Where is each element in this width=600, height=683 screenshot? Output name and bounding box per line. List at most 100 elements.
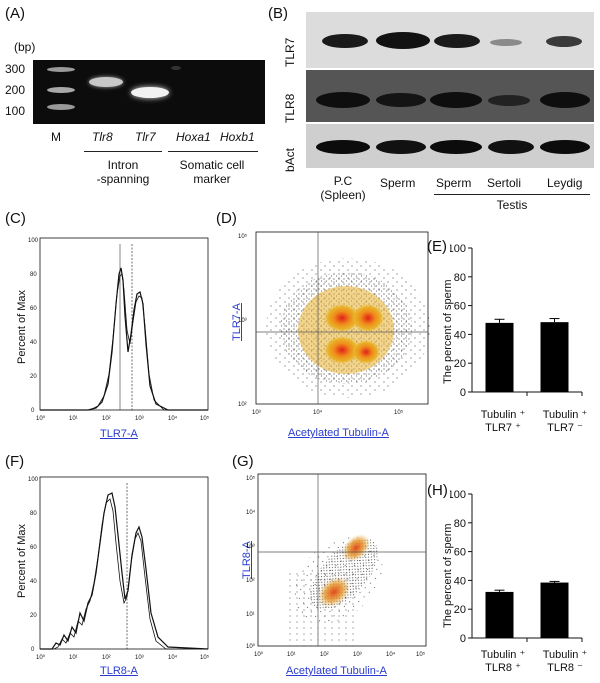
hist-c-chart: 0 20 40 60 80 100 10⁰ 10¹ 10² 10³ 10⁴ 10… [28,237,210,422]
panel-label-e: (E) [427,238,447,255]
blot-band [490,39,522,46]
xtick: 10⁵ [200,415,210,422]
blot-lane-pc: P.C (Spleen) [320,174,366,202]
hist-c-ylabel: Percent of Max [16,290,28,364]
panel-label-h: (H) [427,482,448,499]
blot-band [434,34,480,48]
ytick-label: 40 [454,329,466,341]
ytick-label: 100 [450,489,466,501]
blot-band [316,140,370,154]
xtick: 10⁴ [168,654,178,661]
blot-band [376,140,426,154]
bp-tick-200: 200 [5,83,26,97]
xtick: 10³ [252,410,261,416]
bp-tick-300: 300 [5,62,26,76]
testis-group-label: Testis [496,198,528,212]
hist-f-xlabel: TLR8-A [100,665,138,677]
tlr8-histogram-trace [40,498,208,650]
ytick: 20 [30,613,37,619]
blot-tlr7 [306,12,594,68]
hist-c-xlabel: TLR7-A [100,428,138,440]
blot-tlr8 [306,70,594,122]
testis-group-line [434,194,590,195]
density-hotspot [324,336,360,364]
blot-band [488,140,534,154]
dot-g-xlabel: Acetylated Tubulin-A [286,665,387,677]
blot-band [546,36,582,47]
ytick: 40 [30,579,37,585]
ladder-band [47,67,75,72]
lane-label-tlr8: Tlr8 [92,130,113,144]
ytick: 10³ [246,544,255,550]
ytick-label: 20 [454,604,466,616]
ytick: 100 [28,238,39,244]
dot-d-xticks: 10³ 10⁴ 10⁵ [252,409,404,416]
ytick: 10⁵ [238,233,248,240]
blot-bact [306,124,594,168]
ytick-label: 0 [460,387,466,399]
bar [485,591,514,638]
blot-row-label-bact: bAct [283,147,297,172]
tlr8-band [89,77,123,87]
dot-d-chart: 10⁵ 10³ 10² 10³ 10⁴ 10⁵ [238,231,430,416]
ytick: 10¹ [246,612,255,618]
xtick: 10³ [135,655,144,661]
bar-e-chart: 0 20 40 60 80 100 [450,243,583,399]
xtick: 10² [320,652,329,658]
dot-d-xlabel: Acetylated Tubulin-A [288,427,389,439]
ytick-label: 0 [460,633,466,645]
xtick: 10⁵ [200,654,210,661]
tlr8-histogram-trace [40,492,209,650]
blot-lane-sperm: Sperm [380,176,416,190]
bar [485,322,514,392]
hist-f-yticks: 0 20 40 60 80 100 [28,477,39,653]
bp-tick-100: 100 [5,104,26,118]
blot-band [430,92,482,108]
density-hotspot [352,340,380,364]
agarose-gel-image [33,60,265,124]
blot-band [488,95,530,106]
blot-lane-leydig: Leydig [547,176,583,190]
tlr7-histogram-trace [40,273,208,411]
ytick: 80 [30,272,37,278]
bp-unit-label: (bp) [14,40,36,54]
bar [540,322,569,392]
ytick: 10⁴ [246,509,256,516]
ytick-label: 80 [454,272,466,284]
ytick-label: 80 [454,518,466,530]
density-hotspot [324,304,360,332]
tlr7-band [131,87,169,98]
blot-band [430,140,482,154]
xtick: 10³ [135,416,144,422]
xtick: 10¹ [69,416,78,422]
ytick-label: 100 [450,243,466,255]
panel-label-g: (G) [232,453,254,470]
hist-c-frame [39,237,209,411]
xtick: 10⁴ [168,415,178,422]
blot-band [540,92,590,108]
xtick: 10⁴ [313,409,323,416]
xtick: 10⁰ [36,654,46,661]
bar-h-chart: 0 20 40 60 80 100 [450,489,583,645]
blot-band [316,92,370,108]
panel-label-a: (A) [5,5,25,22]
ytick: 10² [246,578,255,584]
ytick: 10³ [238,318,247,324]
ladder-band [47,104,75,110]
bar-e-cat-1: Tubulin ⁺ TLR7 ⁻ [542,409,588,434]
density-hotspot [352,304,384,332]
density-hotspot [317,576,351,608]
group-line-somatic [168,151,258,152]
ytick: 40 [30,340,37,346]
ytick-label: 60 [454,301,466,313]
xtick: 10⁵ [416,651,426,658]
ytick-label: 20 [454,358,466,370]
dot-g-chart: 10⁵ 10⁴ 10³ 10² 10¹ 10⁰ 10⁰ 10¹ 10² 10³ … [246,473,427,658]
xtick: 10² [102,416,111,422]
hist-c-yticks: 0 20 40 60 80 100 [28,238,39,414]
xtick: 10¹ [287,652,296,658]
blot-row-label-tlr8: TLR8 [283,93,297,123]
ytick: 20 [30,374,37,380]
blot-band [322,34,368,48]
blot-band [376,93,426,107]
